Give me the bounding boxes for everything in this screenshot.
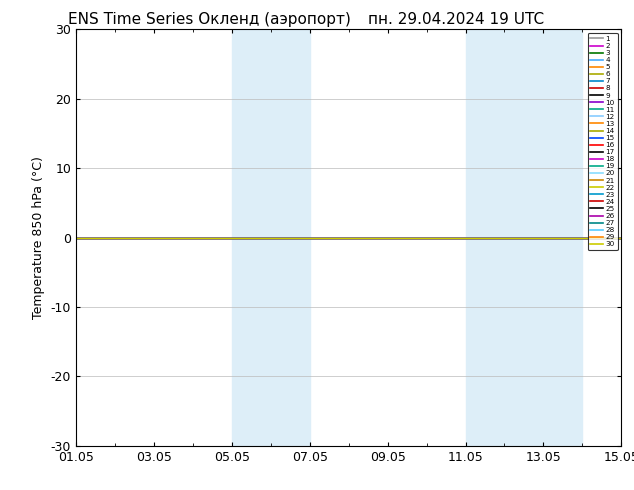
Bar <box>232 29 310 446</box>
Text: ENS Time Series Окленд (аэропорт): ENS Time Series Окленд (аэропорт) <box>68 12 351 27</box>
Bar <box>465 29 583 446</box>
Text: пн. 29.04.2024 19 UTC: пн. 29.04.2024 19 UTC <box>368 12 545 27</box>
Legend: 1, 2, 3, 4, 5, 6, 7, 8, 9, 10, 11, 12, 13, 14, 15, 16, 17, 18, 19, 20, 21, 22, 2: 1, 2, 3, 4, 5, 6, 7, 8, 9, 10, 11, 12, 1… <box>588 33 618 250</box>
Y-axis label: Temperature 850 hPa (°C): Temperature 850 hPa (°C) <box>32 156 45 319</box>
